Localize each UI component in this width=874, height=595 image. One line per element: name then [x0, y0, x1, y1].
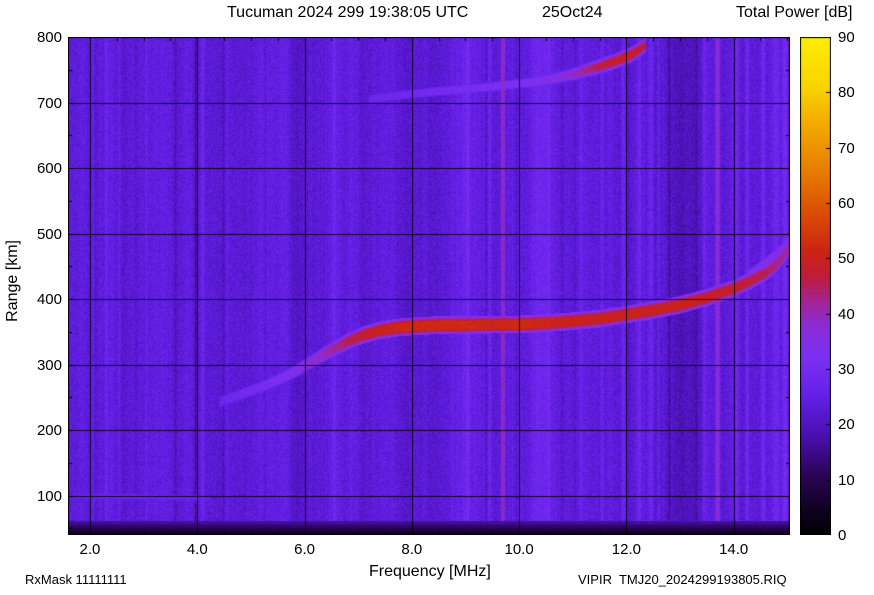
x-tick-label: 2.0 — [60, 541, 120, 558]
y-tick-label: 800 — [18, 29, 62, 46]
y-tick-label: 700 — [18, 95, 62, 112]
x-tick-label: 12.0 — [596, 541, 656, 558]
y-tick-label: 400 — [18, 291, 62, 308]
y-tick-label: 500 — [18, 226, 62, 243]
colorbar-tick-label: 20 — [838, 416, 855, 433]
ionogram-figure: Tucuman 2024 299 19:38:05 UTC 25Oct24 To… — [0, 0, 874, 595]
colorbar-tick-label: 10 — [838, 472, 855, 489]
x-axis-label: Frequency [MHz] — [369, 563, 491, 581]
colorbar-tick-label: 30 — [838, 361, 855, 378]
ionogram-canvas — [68, 37, 790, 535]
colorbar-tick-label: 70 — [838, 140, 855, 157]
x-tick-label: 10.0 — [489, 541, 549, 558]
x-tick-label: 4.0 — [167, 541, 227, 558]
colorbar — [800, 37, 831, 535]
filename-text: VIPIR TMJ20_2024299193805.RIQ — [578, 572, 787, 587]
plot-title: Tucuman 2024 299 19:38:05 UTC — [227, 4, 468, 22]
rxmask-text: RxMask 11111111 — [25, 572, 127, 587]
plot-date: 25Oct24 — [542, 4, 602, 22]
x-tick-label: 6.0 — [275, 541, 335, 558]
y-tick-label: 300 — [18, 357, 62, 374]
x-tick-label: 8.0 — [382, 541, 442, 558]
y-tick-label: 100 — [18, 488, 62, 505]
colorbar-tick-label: 90 — [838, 29, 855, 46]
y-tick-label: 600 — [18, 160, 62, 177]
colorbar-tick-label: 40 — [838, 306, 855, 323]
x-tick-label: 14.0 — [704, 541, 764, 558]
colorbar-tick-label: 60 — [838, 195, 855, 212]
y-tick-label: 200 — [18, 422, 62, 439]
colorbar-tick-label: 50 — [838, 250, 855, 267]
y-axis-label: Range [km] — [4, 240, 22, 322]
colorbar-title: Total Power [dB] — [736, 4, 853, 22]
colorbar-tick-label: 80 — [838, 84, 855, 101]
colorbar-tick-label: 0 — [838, 527, 846, 544]
